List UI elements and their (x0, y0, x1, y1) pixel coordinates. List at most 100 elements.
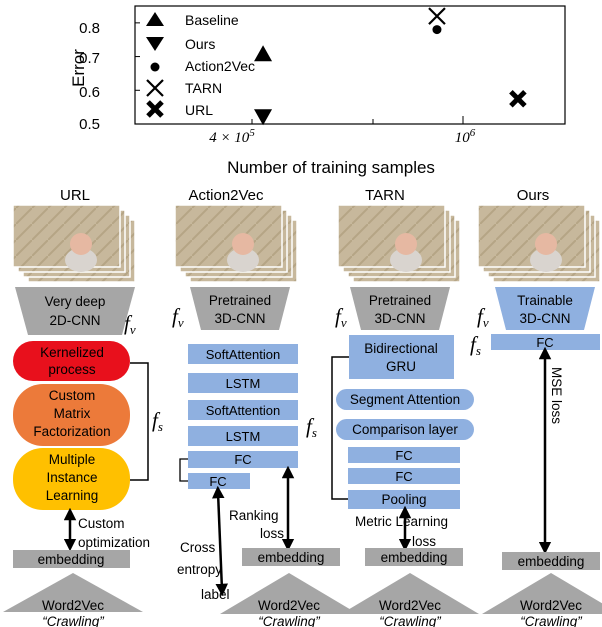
bracket-action2vec (179, 458, 188, 482)
data-point-url (509, 89, 527, 108)
layer-label: Pooling (381, 492, 426, 507)
y-tick-label: 0.8 (79, 20, 100, 37)
layer-label: FC (234, 452, 251, 467)
loss-label: Custom (78, 516, 125, 531)
baby-body (390, 248, 422, 272)
math-fs: fs (152, 408, 163, 434)
video-frames (12, 204, 136, 283)
video-frames (337, 204, 461, 283)
baby-head (70, 233, 92, 255)
block-label: Learning (46, 488, 99, 503)
word2vec-url (3, 573, 143, 612)
block-label: Custom (49, 388, 96, 403)
math-fs: fs (306, 414, 317, 440)
legend-marker-action2vec (150, 62, 160, 72)
layer-label: LSTM (226, 429, 261, 444)
baby-body (65, 248, 97, 272)
math-fv: fv (124, 311, 136, 337)
embedding-label: embedding (381, 550, 448, 565)
y-tick-label: 0.6 (79, 84, 100, 101)
layer-softattention (188, 400, 298, 420)
y-axis-label: Error (69, 49, 88, 87)
word2vec-label: Word2Vec (42, 598, 104, 613)
loss-label: loss (412, 534, 436, 549)
legend-label: Ours (185, 36, 215, 52)
word2vec-ours (482, 573, 602, 614)
word-crawling: “Crawling” (258, 614, 320, 627)
embedding-url (13, 550, 130, 568)
word-crawling: “Crawling” (379, 614, 441, 627)
label-text: label (201, 587, 230, 602)
layer-softattention (188, 344, 298, 364)
word-crawling: “Crawling” (42, 614, 104, 627)
block-kernelized-process (13, 341, 130, 381)
layer-fc (188, 473, 250, 489)
word2vec-tarn (341, 573, 479, 614)
column-title-tarn: TARN (365, 187, 405, 204)
encoder-label: Pretrained (369, 293, 431, 308)
word-crawling: “Crawling” (520, 614, 582, 627)
layer-lstm (188, 373, 298, 393)
column-title-ours: Ours (517, 187, 550, 204)
data-point-action2vec (432, 25, 442, 35)
video-frames (477, 204, 601, 283)
data-point-tarn (428, 7, 446, 25)
bracket-tarn (331, 356, 349, 500)
layer-label: SoftAttention (206, 347, 280, 362)
x-axis-label: Number of training samples (227, 158, 435, 177)
x-tick-label: 4 × 105 (209, 127, 255, 146)
legend: Baseline Ours Action2Vec TARN URL (146, 12, 255, 118)
loss-label: entropy (177, 562, 222, 577)
block-label: Matrix (54, 406, 91, 421)
embedding-label: embedding (518, 554, 585, 569)
word2vec-label: Word2Vec (379, 598, 441, 613)
word2vec-label: Word2Vec (258, 598, 320, 613)
math-fv: fv (335, 304, 347, 330)
block-label: process (48, 362, 96, 377)
data-point-baseline (254, 45, 273, 62)
encoder-label: 3D-CNN (519, 311, 570, 326)
layer-segment-attention (336, 389, 474, 410)
legend-label: URL (185, 102, 213, 118)
plot-frame (134, 5, 566, 125)
x-tick-label: 106 (455, 127, 476, 146)
scatter-chart: 0.8 0.7 0.6 0.5 Error 4 × 105 106 Number… (69, 5, 566, 177)
loss-label: Cross (180, 540, 216, 555)
embedding-label: embedding (258, 550, 325, 565)
layer-fc (491, 334, 600, 350)
layer-lstm (188, 426, 298, 446)
y-tick-label: 0.7 (79, 50, 100, 67)
embedding-ours (502, 552, 600, 570)
legend-marker-baseline (146, 12, 164, 26)
layer-label: LSTM (226, 376, 261, 391)
arrow-cross-entropy (212, 485, 228, 597)
encoder-ours (495, 287, 595, 330)
bracket-url (130, 362, 149, 481)
legend-label: Baseline (185, 12, 239, 28)
encoder-label: 3D-CNN (374, 311, 425, 326)
encoder-label: Trainable (517, 293, 573, 308)
encoder-label: Pretrained (209, 293, 271, 308)
encoder-label: 2D-CNN (49, 313, 100, 328)
baby-body (227, 248, 259, 272)
word2vec-label: Word2Vec (520, 598, 582, 613)
block-label: Kernelized (40, 345, 104, 360)
embedding-label: embedding (38, 552, 105, 567)
layer-label: Bidirectional (364, 341, 438, 356)
layer-label: SoftAttention (206, 403, 280, 418)
baby-head (395, 233, 417, 255)
layer-label: GRU (386, 359, 416, 374)
layer-label: Segment Attention (350, 392, 460, 407)
layer-comparison (336, 419, 474, 440)
math-fv: fv (477, 304, 489, 330)
baby-body (530, 248, 562, 272)
legend-marker-ours (146, 37, 164, 51)
legend-marker-tarn (146, 79, 164, 97)
encoder-url (15, 287, 135, 335)
loss-label: Ranking (229, 508, 279, 523)
block-label: Instance (46, 470, 97, 485)
loss-label: optimization (78, 535, 150, 550)
block-custom-matrix-factorization (13, 384, 130, 446)
word2vec-action2vec (220, 573, 358, 614)
